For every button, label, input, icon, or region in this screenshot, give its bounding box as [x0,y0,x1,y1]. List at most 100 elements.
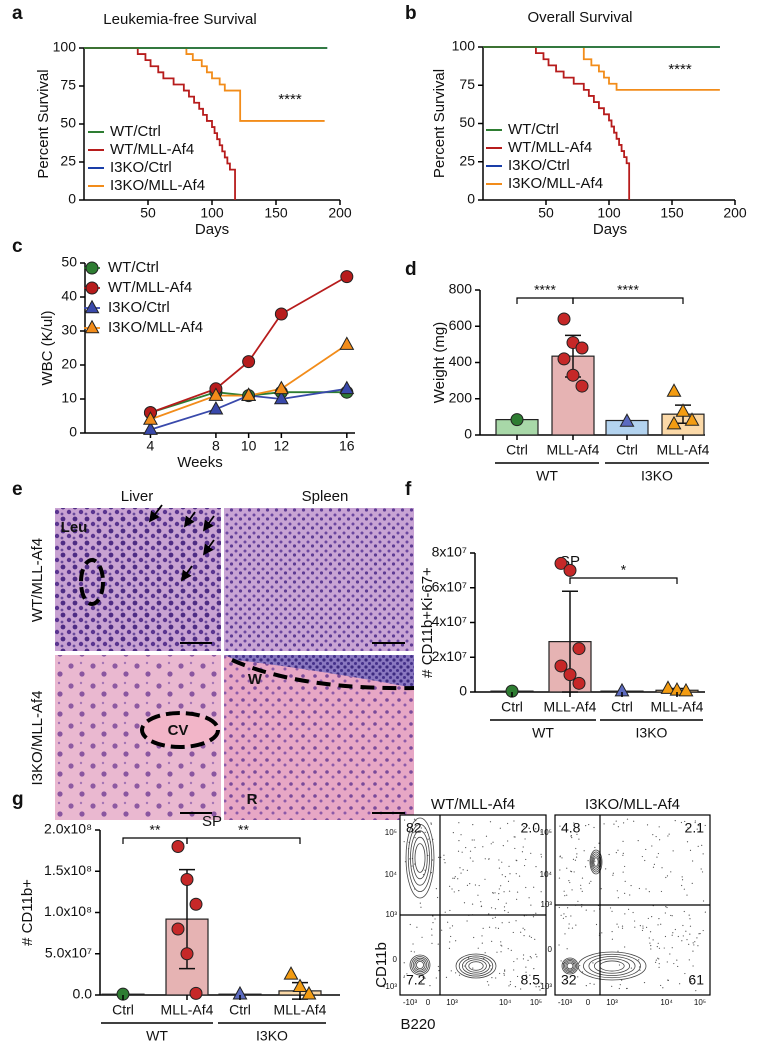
event-dot [435,888,437,890]
event-dot [593,910,595,912]
event-dot [488,913,490,915]
event-dot [540,982,542,984]
arrows [148,504,215,582]
event-dot [682,935,684,937]
event-dot [527,959,529,961]
event-dot [571,836,573,839]
event-dot [486,981,489,983]
event-dot [484,858,486,860]
y-tick-label: 75 [459,76,475,92]
region-label: R [247,791,258,808]
data-point [557,312,571,326]
event-dot [431,942,433,944]
event-dot [568,923,570,925]
event-dot [702,853,704,855]
event-dot [667,835,669,837]
event-dot [617,926,620,928]
contour [590,851,602,873]
event-dot [523,826,525,828]
contour [415,961,424,970]
y-tick-label: 6x10⁷ [432,578,467,594]
event-dot [608,853,610,856]
column-label: Spleen [302,488,349,505]
event-dot [490,843,492,845]
event-dot [512,931,514,934]
event-dot [672,932,674,934]
event-dot [474,846,476,849]
data-point [557,352,571,366]
data-point [273,390,289,405]
y-tick-label: 50 [60,115,76,131]
y-tick-label: 200 [449,389,473,405]
event-dot [666,875,669,877]
flow-x-tick-label: 10⁵ [694,998,706,1007]
event-dot [522,927,524,929]
event-dot [492,841,494,843]
panel-letter: f [405,479,412,500]
legend-label: WT/MLL-Af4 [508,139,592,156]
event-dot [481,935,483,937]
contour [589,849,603,875]
event-dot [523,915,525,917]
event-dot [632,911,634,914]
event-dot [580,888,582,890]
event-dot [698,825,700,827]
event-dot [560,914,562,916]
event-dot [508,865,510,867]
event-dot [685,930,687,932]
event-dot [584,866,587,868]
event-dot [449,941,451,943]
y-axis-label: Weight (mg) [431,322,448,403]
event-dot [473,839,475,841]
event-dot [624,880,626,882]
event-dot [655,959,657,961]
event-dot [525,886,527,889]
event-dot [588,882,591,884]
event-dot [462,869,464,871]
scale-bars [180,642,405,814]
flow-y-tick-label: -10³ [538,982,553,991]
event-dot [598,842,600,844]
event-dot [530,904,532,906]
y-tick-label: 0 [459,683,467,699]
event-dot [660,923,662,925]
panel-letter: d [405,259,417,280]
x-tick-label: 200 [723,205,747,221]
event-dot [700,868,702,870]
event-dot [478,884,480,887]
event-dot [514,985,517,988]
event-dot [508,921,510,923]
event-dot [680,821,683,824]
event-dot [528,897,530,899]
event-dot [504,969,506,971]
event-dot [513,960,515,963]
event-dot [674,928,676,931]
event-dot [403,975,406,977]
x-tick-label: MLL-Af4 [161,1002,214,1018]
contour [414,959,426,971]
event-dot [539,989,541,991]
data-point [273,380,289,395]
event-dot [570,835,572,837]
data-point [340,270,354,284]
event-dot [444,862,446,864]
event-dot [488,926,491,928]
event-dot [489,965,492,967]
event-dot [594,846,596,849]
flow-x-tick-label: 0 [586,998,591,1007]
flow-x-tick-label: -10³ [558,998,573,1007]
event-dot [570,915,572,917]
data-point [274,307,288,321]
event-dot [421,936,423,938]
contour [583,953,641,979]
data-point [208,400,224,415]
event-dot [583,850,585,852]
flow-y-tick-label: 0 [548,945,553,954]
chart-title: SP [202,813,222,830]
event-dot [500,944,502,946]
event-dot [453,891,455,893]
x-tick-label: Ctrl [616,442,638,458]
event-dot [595,923,598,926]
legend-label: I3KO/MLL-Af4 [508,175,603,192]
event-dot [660,890,663,893]
